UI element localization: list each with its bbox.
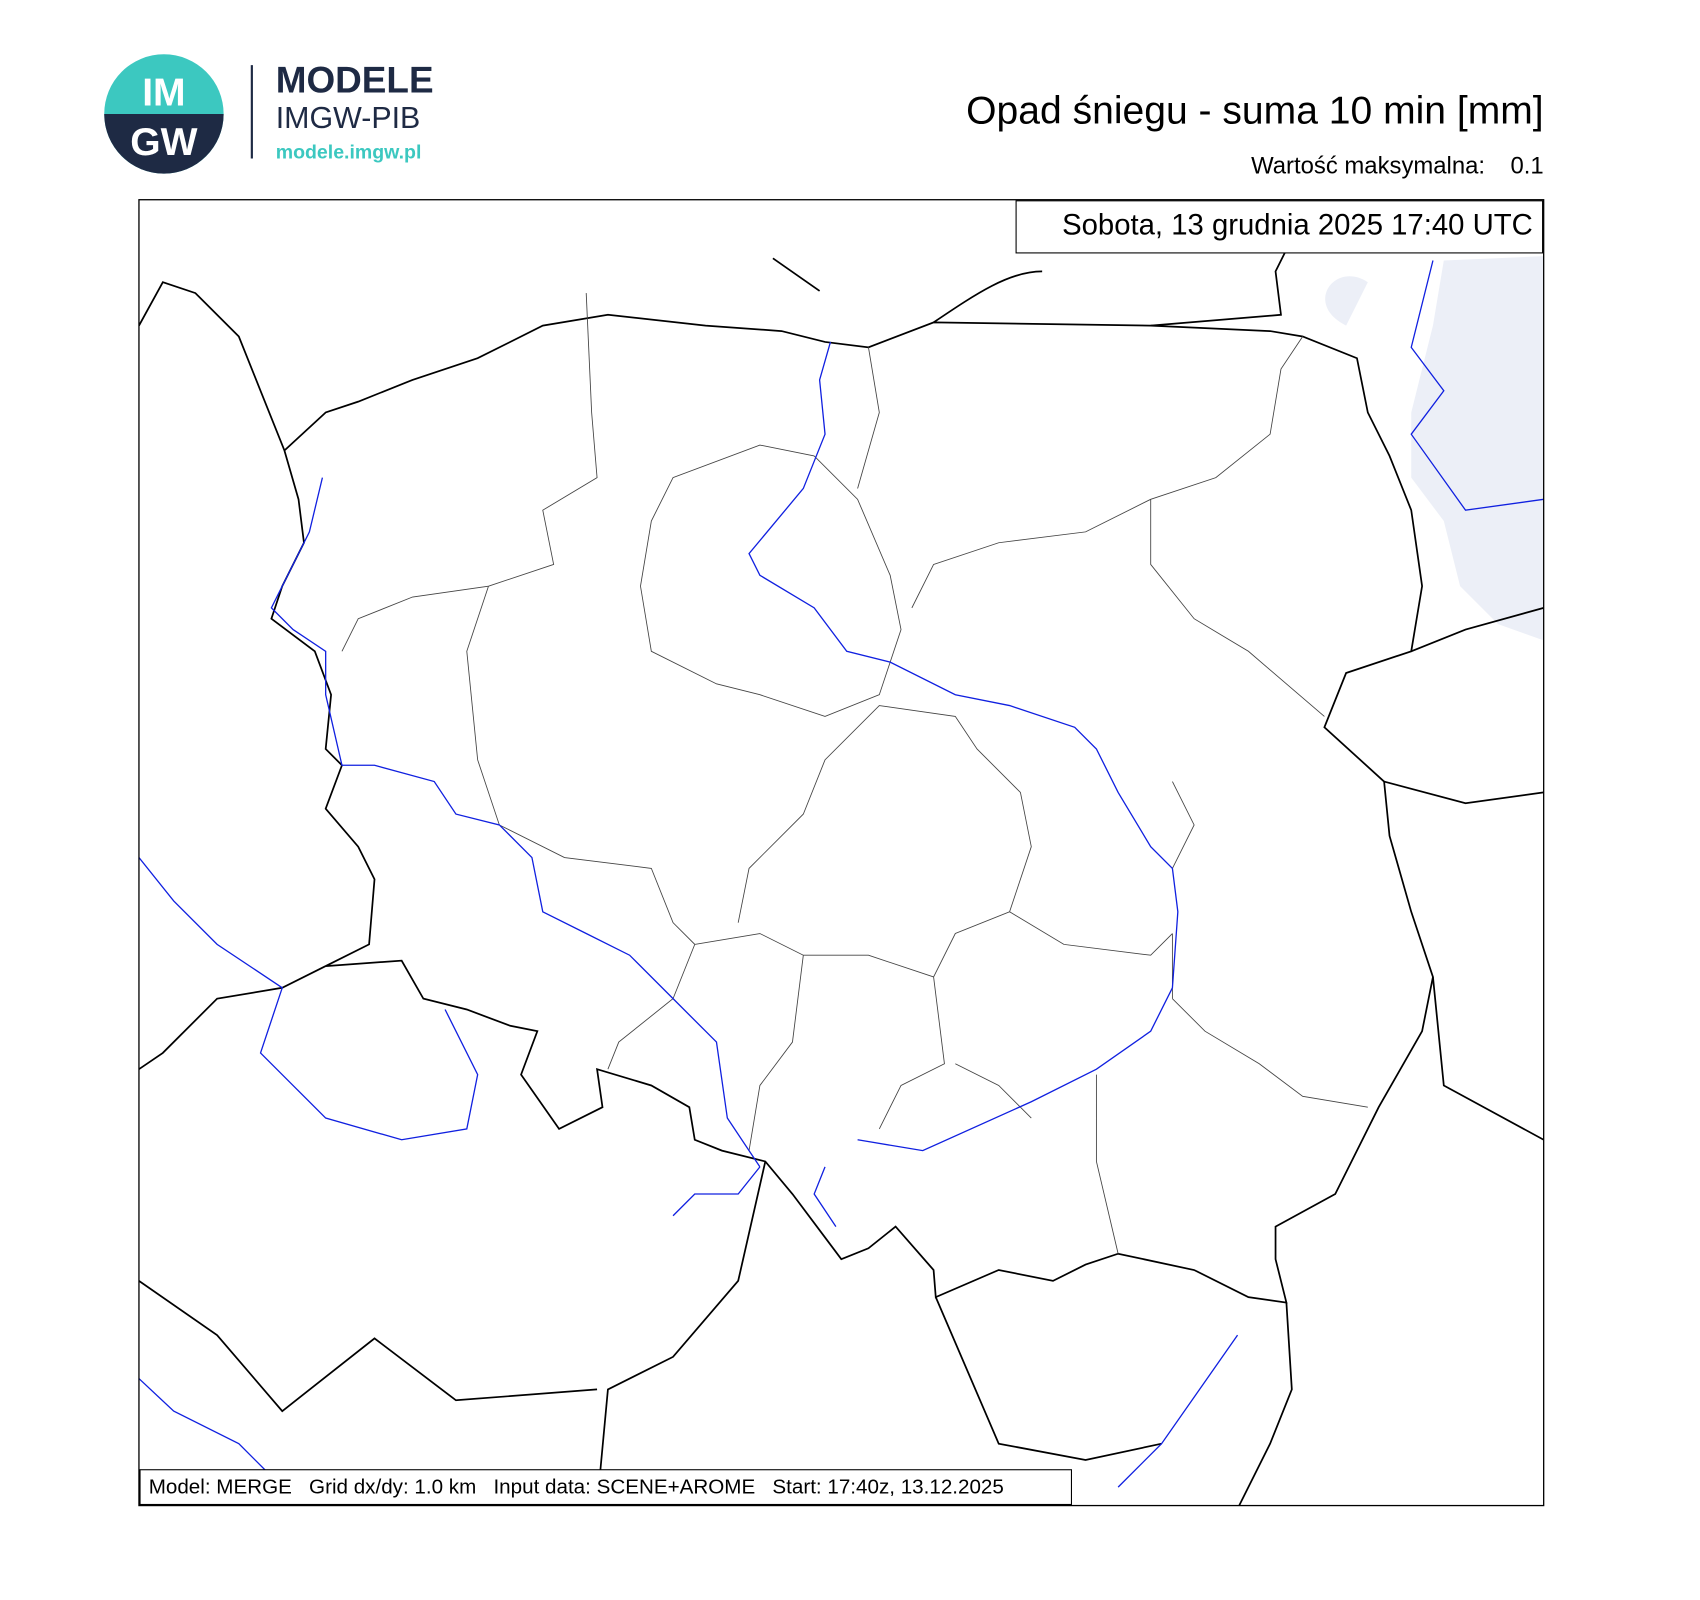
logo-name: MODELE [276,59,434,100]
footer: Model: MERGE Grid dx/dy: 1.0 km Input da… [149,1476,1004,1499]
logo: IM GW MODELE IMGW-PIB modele.imgw.pl [104,54,434,174]
date: Sobota, 13 grudnia 2025 17:40 UTC [1062,208,1533,241]
max-value: 0.1 [1510,153,1543,180]
logo-org: IMGW-PIB [276,101,421,135]
logo-badge-bottom: GW [130,121,197,164]
logo-url: modele.imgw.pl [276,141,422,163]
logo-badge-top: IM [142,71,185,114]
map [138,238,1544,1506]
title: Opad śniegu - suma 10 min [mm] [966,90,1544,133]
max-label: Wartość maksymalna: [1251,153,1485,180]
date-box [1015,200,1544,254]
footer-box [139,1469,1072,1506]
map-frame [138,199,1545,1507]
